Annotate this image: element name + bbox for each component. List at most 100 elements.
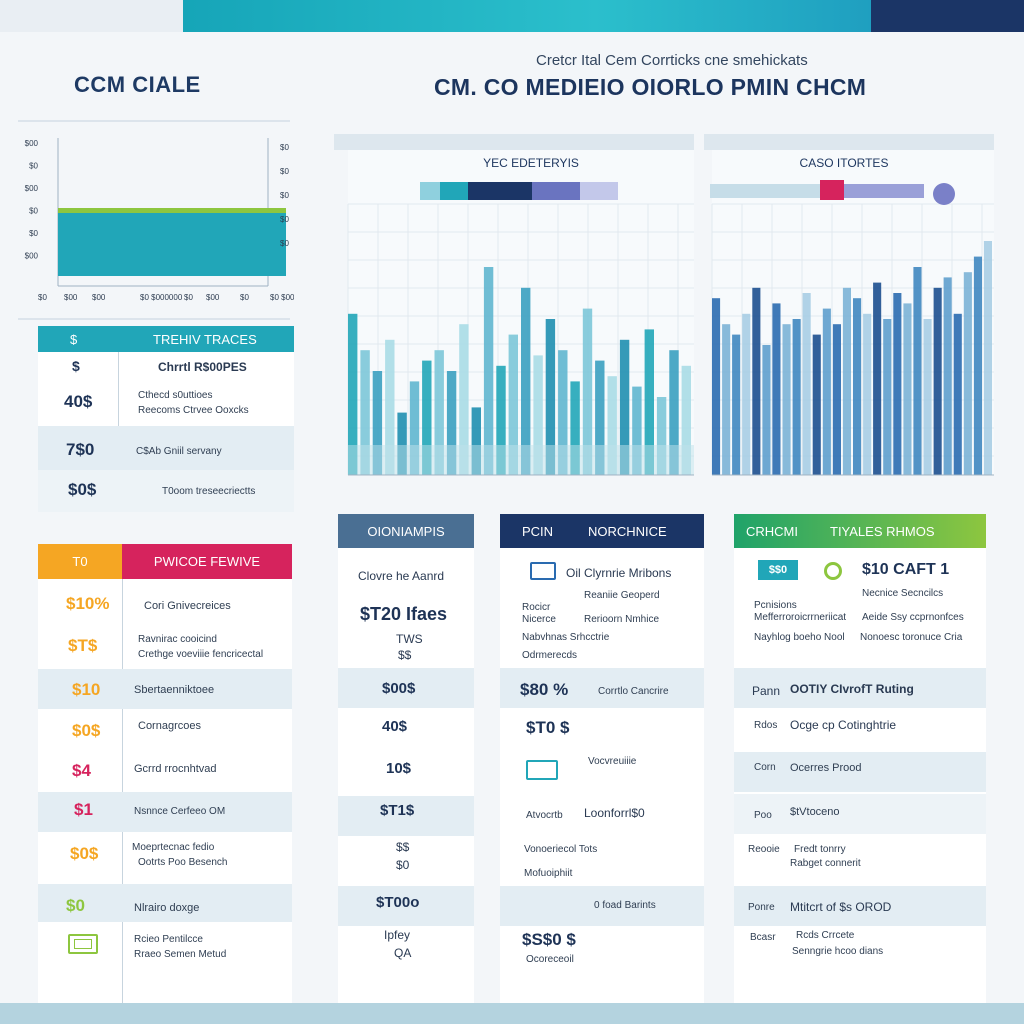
bar-left <box>632 386 642 475</box>
bar-left <box>372 371 383 475</box>
legend-swatch-navy <box>468 182 532 200</box>
bar-left <box>521 287 531 475</box>
panel-price-header-left: T0 <box>38 544 122 579</box>
panel-price-body <box>38 544 292 1004</box>
bar-right <box>983 241 992 475</box>
col2-value: Ipfey <box>384 928 411 942</box>
bar-left-band <box>348 445 694 475</box>
bar-right <box>732 334 741 475</box>
x-tick-label: $0 $00 <box>270 293 294 302</box>
col3-right: Rerioorn Nmhice <box>584 614 660 625</box>
panel-col3-header-right: NORCHNICE <box>588 523 667 539</box>
x-tick-label: $00 <box>206 293 220 302</box>
list-item-label: Moeprtecnac fedio <box>132 842 215 853</box>
bar-right <box>762 345 771 475</box>
col4-right: OOTIY CIvrofT Ruting <box>790 682 914 696</box>
bar-left <box>582 308 593 475</box>
list-item-label: C$Ab Gniil servany <box>136 446 222 457</box>
bar-right <box>953 313 962 475</box>
top-banner <box>0 0 1024 32</box>
x-tick-label: $00 <box>64 293 78 302</box>
list-item-label: Rraeo Semen Metud <box>134 949 227 960</box>
col3-right: Reaniie Geoperd <box>584 590 660 601</box>
bar-left <box>483 267 494 475</box>
bar-right <box>812 334 821 475</box>
bar-left <box>508 334 518 475</box>
col4-right: Rcds Crrcete <box>796 930 855 941</box>
list-item-label: Sbertaenniktoee <box>134 684 215 696</box>
col2-value: $T00o <box>376 894 420 911</box>
y-tick-label-right: $0 <box>280 191 289 200</box>
panel-col2-header: OIONIAMPIS <box>338 514 474 548</box>
row-shade <box>38 669 292 709</box>
page-subtitle: Cretcr Ital Cem Corrticks cne smehickats <box>536 52 808 69</box>
list-item-value: $0$ <box>68 480 97 499</box>
list-item-value: $0$ <box>70 844 99 863</box>
col2-value: $$ <box>398 648 412 662</box>
bar-right <box>963 272 972 475</box>
list-item-label: Cori Gnivecreices <box>144 600 231 612</box>
bar-left <box>619 339 630 475</box>
list-item-value: $4 <box>72 761 91 780</box>
pie-icon <box>824 562 842 580</box>
card-icon <box>526 760 558 780</box>
col2-value: 40$ <box>382 718 408 735</box>
row-shade <box>338 886 474 926</box>
list-item-label: Chrrtl R$00PES <box>158 360 247 374</box>
x-tick-label: $0 $000000 <box>140 293 183 302</box>
small-bar-chart: $00 $0 $00 $0 $0 $00 $0 $0 $0 $0 $0 $0 $00 $00 $0 $0… <box>18 120 294 320</box>
bar-left <box>360 350 370 475</box>
col3-right: Loonforrl$0 <box>584 806 645 820</box>
row-shade <box>38 884 292 922</box>
col3-left: Atvocrtb <box>526 810 563 821</box>
col3-right: Corrtlo Cancrire <box>598 686 669 697</box>
panel-trend-row-shade <box>38 426 294 470</box>
col4-left: Poo <box>754 810 772 821</box>
list-item-value: $10 <box>72 680 101 699</box>
row-shade <box>734 794 986 834</box>
legend-swatch-teal <box>440 182 468 200</box>
legend-swatch-crimson <box>820 180 844 200</box>
col4-left: Ponre <box>748 902 775 913</box>
bar-right <box>873 282 882 475</box>
bar-right <box>832 324 841 475</box>
col3-intro: Oil Clyrnrie Mribons <box>566 566 672 580</box>
col4-right: Necnice Secncilcs <box>862 588 944 599</box>
dual-bar-chart-svg: YEC EDETERYIS CASO ITORTES <box>334 134 994 476</box>
dual-bar-chart-panel: YEC EDETERYIS CASO ITORTES <box>334 134 994 484</box>
y-tick-label: $00 <box>25 184 39 193</box>
x-tick-label: $0 <box>38 293 47 302</box>
banner-segment-teal <box>183 0 871 32</box>
bar-left <box>397 412 407 475</box>
row-shade <box>734 668 986 708</box>
col4-right: Rabget connerit <box>790 858 861 869</box>
page-title: CM. CO MEDIEIO OIORLO PMIN CHCM <box>434 74 867 100</box>
list-item-label: Cornagrcoes <box>138 720 201 732</box>
col4-right: $tVtoceno <box>790 806 840 818</box>
list-item-label: Crethge voeviiie fencricectal <box>138 649 264 660</box>
panel-price-feature: T0 PWICOE FEWIVE $10% Cori Gnivecreices … <box>38 544 292 1004</box>
bar-left <box>558 350 568 475</box>
col4-right: Ocerres Prood <box>790 762 862 774</box>
x-tick-label: $00 <box>92 293 106 302</box>
x-tick-label: $0 <box>240 293 249 302</box>
bar-left <box>459 324 469 475</box>
bar-left <box>656 397 667 475</box>
bar-right <box>863 313 872 475</box>
list-item-value: $1 <box>74 800 93 819</box>
y-tick-label: $00 <box>25 139 39 148</box>
panel-col4: CRHCMI TIYALES RHMOS $$0 $10 CAFT 1 Pcni… <box>734 514 986 1004</box>
col3-left: Mofuoiphiit <box>524 868 573 879</box>
y-tick-label: $00 <box>25 252 39 261</box>
bar-left <box>570 381 580 475</box>
list-item-value: 7$0 <box>66 440 95 459</box>
bar-left <box>644 329 654 475</box>
list-item-label: Nlrairo doxge <box>134 902 200 914</box>
list-item-label: T0oom treseecriectts <box>162 486 256 497</box>
money-icon <box>68 934 98 954</box>
bar-left <box>348 313 358 475</box>
small-chart-svg: $00 $0 $00 $0 $0 $00 $0 $0 $0 $0 $0 $0 $00 $00 $0 $0… <box>18 120 294 320</box>
bottom-banner <box>0 1003 1024 1024</box>
legend-swatch-periwinkle <box>844 184 924 198</box>
bar-right <box>742 313 751 475</box>
